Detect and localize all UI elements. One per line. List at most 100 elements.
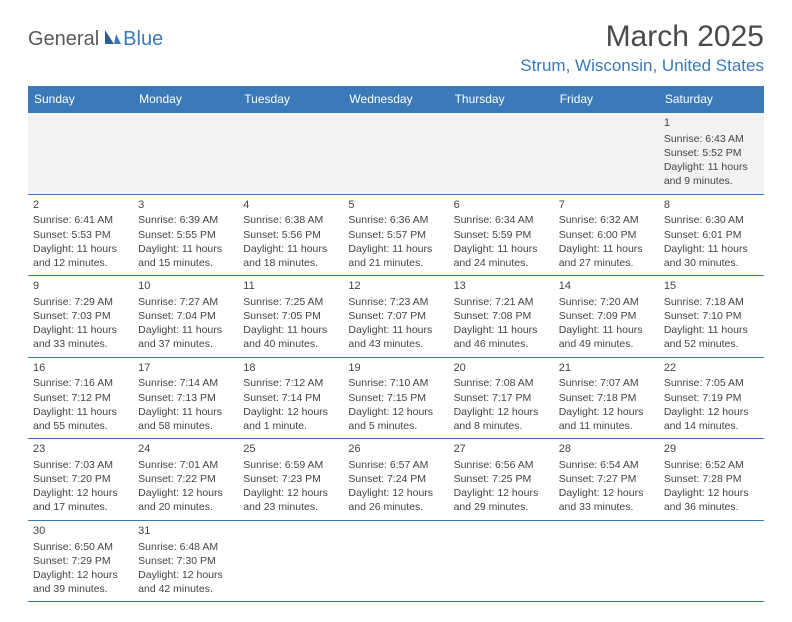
calendar-empty-cell	[449, 113, 554, 195]
calendar-day-cell: 20Sunrise: 7:08 AMSunset: 7:17 PMDayligh…	[449, 357, 554, 439]
calendar-day-cell: 11Sunrise: 7:25 AMSunset: 7:05 PMDayligh…	[238, 276, 343, 358]
title-block: March 2025 Strum, Wisconsin, United Stat…	[520, 20, 764, 76]
calendar-day-cell: 31Sunrise: 6:48 AMSunset: 7:30 PMDayligh…	[133, 520, 238, 602]
daylight-text: and 39 minutes.	[33, 582, 128, 596]
day-number: 25	[243, 442, 338, 457]
daylight-text: Daylight: 12 hours	[664, 405, 759, 419]
calendar-day-cell: 24Sunrise: 7:01 AMSunset: 7:22 PMDayligh…	[133, 439, 238, 521]
calendar-day-cell: 28Sunrise: 6:54 AMSunset: 7:27 PMDayligh…	[554, 439, 659, 521]
sunrise-text: Sunrise: 7:16 AM	[33, 376, 128, 390]
daylight-text: Daylight: 12 hours	[33, 486, 128, 500]
daylight-text: and 52 minutes.	[664, 337, 759, 351]
calendar-empty-cell	[343, 113, 448, 195]
day-number: 22	[664, 361, 759, 376]
logo-sail-icon	[103, 28, 123, 51]
sunrise-text: Sunrise: 7:21 AM	[454, 295, 549, 309]
daylight-text: Daylight: 12 hours	[348, 405, 443, 419]
calendar-body: 1Sunrise: 6:43 AMSunset: 5:52 PMDaylight…	[28, 113, 764, 602]
daylight-text: Daylight: 11 hours	[138, 323, 233, 337]
day-number: 6	[454, 198, 549, 213]
calendar-day-cell: 5Sunrise: 6:36 AMSunset: 5:57 PMDaylight…	[343, 194, 448, 276]
daylight-text: Daylight: 11 hours	[138, 242, 233, 256]
daylight-text: Daylight: 12 hours	[454, 405, 549, 419]
daylight-text: Daylight: 12 hours	[243, 486, 338, 500]
calendar-empty-cell	[659, 520, 764, 602]
sunrise-text: Sunrise: 6:54 AM	[559, 458, 654, 472]
sunset-text: Sunset: 7:22 PM	[138, 472, 233, 486]
day-number: 19	[348, 361, 443, 376]
daylight-text: Daylight: 11 hours	[559, 242, 654, 256]
day-number: 4	[243, 198, 338, 213]
daylight-text: Daylight: 11 hours	[664, 242, 759, 256]
daylight-text: and 11 minutes.	[559, 419, 654, 433]
calendar-empty-cell	[343, 520, 448, 602]
sunrise-text: Sunrise: 6:30 AM	[664, 213, 759, 227]
sunset-text: Sunset: 7:30 PM	[138, 554, 233, 568]
day-number: 12	[348, 279, 443, 294]
day-header: Sunday	[28, 86, 133, 113]
daylight-text: and 37 minutes.	[138, 337, 233, 351]
day-number: 1	[664, 116, 759, 131]
calendar-day-cell: 7Sunrise: 6:32 AMSunset: 6:00 PMDaylight…	[554, 194, 659, 276]
sunrise-text: Sunrise: 7:03 AM	[33, 458, 128, 472]
daylight-text: and 43 minutes.	[348, 337, 443, 351]
calendar-day-cell: 12Sunrise: 7:23 AMSunset: 7:07 PMDayligh…	[343, 276, 448, 358]
sunset-text: Sunset: 7:08 PM	[454, 309, 549, 323]
day-number: 8	[664, 198, 759, 213]
calendar-day-cell: 30Sunrise: 6:50 AMSunset: 7:29 PMDayligh…	[28, 520, 133, 602]
day-number: 31	[138, 524, 233, 539]
calendar-empty-cell	[449, 520, 554, 602]
calendar-day-cell: 10Sunrise: 7:27 AMSunset: 7:04 PMDayligh…	[133, 276, 238, 358]
daylight-text: Daylight: 11 hours	[348, 323, 443, 337]
sunrise-text: Sunrise: 7:20 AM	[559, 295, 654, 309]
day-header: Friday	[554, 86, 659, 113]
calendar-day-cell: 29Sunrise: 6:52 AMSunset: 7:28 PMDayligh…	[659, 439, 764, 521]
daylight-text: Daylight: 11 hours	[664, 160, 759, 174]
calendar-day-cell: 15Sunrise: 7:18 AMSunset: 7:10 PMDayligh…	[659, 276, 764, 358]
calendar-day-cell: 2Sunrise: 6:41 AMSunset: 5:53 PMDaylight…	[28, 194, 133, 276]
daylight-text: Daylight: 12 hours	[33, 568, 128, 582]
day-number: 7	[559, 198, 654, 213]
day-header-row: SundayMondayTuesdayWednesdayThursdayFrid…	[28, 86, 764, 113]
calendar-empty-cell	[238, 113, 343, 195]
calendar-table: SundayMondayTuesdayWednesdayThursdayFrid…	[28, 86, 764, 602]
sunset-text: Sunset: 7:18 PM	[559, 391, 654, 405]
daylight-text: Daylight: 11 hours	[243, 323, 338, 337]
calendar-day-cell: 23Sunrise: 7:03 AMSunset: 7:20 PMDayligh…	[28, 439, 133, 521]
sunrise-text: Sunrise: 6:32 AM	[559, 213, 654, 227]
daylight-text: and 27 minutes.	[559, 256, 654, 270]
daylight-text: Daylight: 12 hours	[559, 405, 654, 419]
day-number: 24	[138, 442, 233, 457]
sunrise-text: Sunrise: 7:27 AM	[138, 295, 233, 309]
calendar-day-cell: 4Sunrise: 6:38 AMSunset: 5:56 PMDaylight…	[238, 194, 343, 276]
day-number: 29	[664, 442, 759, 457]
calendar-day-cell: 27Sunrise: 6:56 AMSunset: 7:25 PMDayligh…	[449, 439, 554, 521]
daylight-text: Daylight: 12 hours	[138, 568, 233, 582]
daylight-text: and 33 minutes.	[559, 500, 654, 514]
sunrise-text: Sunrise: 7:05 AM	[664, 376, 759, 390]
daylight-text: and 40 minutes.	[243, 337, 338, 351]
sunrise-text: Sunrise: 6:34 AM	[454, 213, 549, 227]
calendar-day-cell: 3Sunrise: 6:39 AMSunset: 5:55 PMDaylight…	[133, 194, 238, 276]
sunrise-text: Sunrise: 7:29 AM	[33, 295, 128, 309]
logo: General Blue	[28, 28, 163, 51]
daylight-text: Daylight: 12 hours	[243, 405, 338, 419]
daylight-text: and 21 minutes.	[348, 256, 443, 270]
daylight-text: Daylight: 12 hours	[664, 486, 759, 500]
sunrise-text: Sunrise: 7:01 AM	[138, 458, 233, 472]
sunrise-text: Sunrise: 7:12 AM	[243, 376, 338, 390]
sunset-text: Sunset: 7:13 PM	[138, 391, 233, 405]
day-number: 3	[138, 198, 233, 213]
day-number: 10	[138, 279, 233, 294]
calendar-day-cell: 8Sunrise: 6:30 AMSunset: 6:01 PMDaylight…	[659, 194, 764, 276]
calendar-week-row: 23Sunrise: 7:03 AMSunset: 7:20 PMDayligh…	[28, 439, 764, 521]
daylight-text: and 12 minutes.	[33, 256, 128, 270]
day-header: Thursday	[449, 86, 554, 113]
daylight-text: and 14 minutes.	[664, 419, 759, 433]
location-subtitle: Strum, Wisconsin, United States	[520, 56, 764, 76]
daylight-text: and 23 minutes.	[243, 500, 338, 514]
sunset-text: Sunset: 7:24 PM	[348, 472, 443, 486]
daylight-text: Daylight: 12 hours	[454, 486, 549, 500]
daylight-text: and 58 minutes.	[138, 419, 233, 433]
daylight-text: and 17 minutes.	[33, 500, 128, 514]
